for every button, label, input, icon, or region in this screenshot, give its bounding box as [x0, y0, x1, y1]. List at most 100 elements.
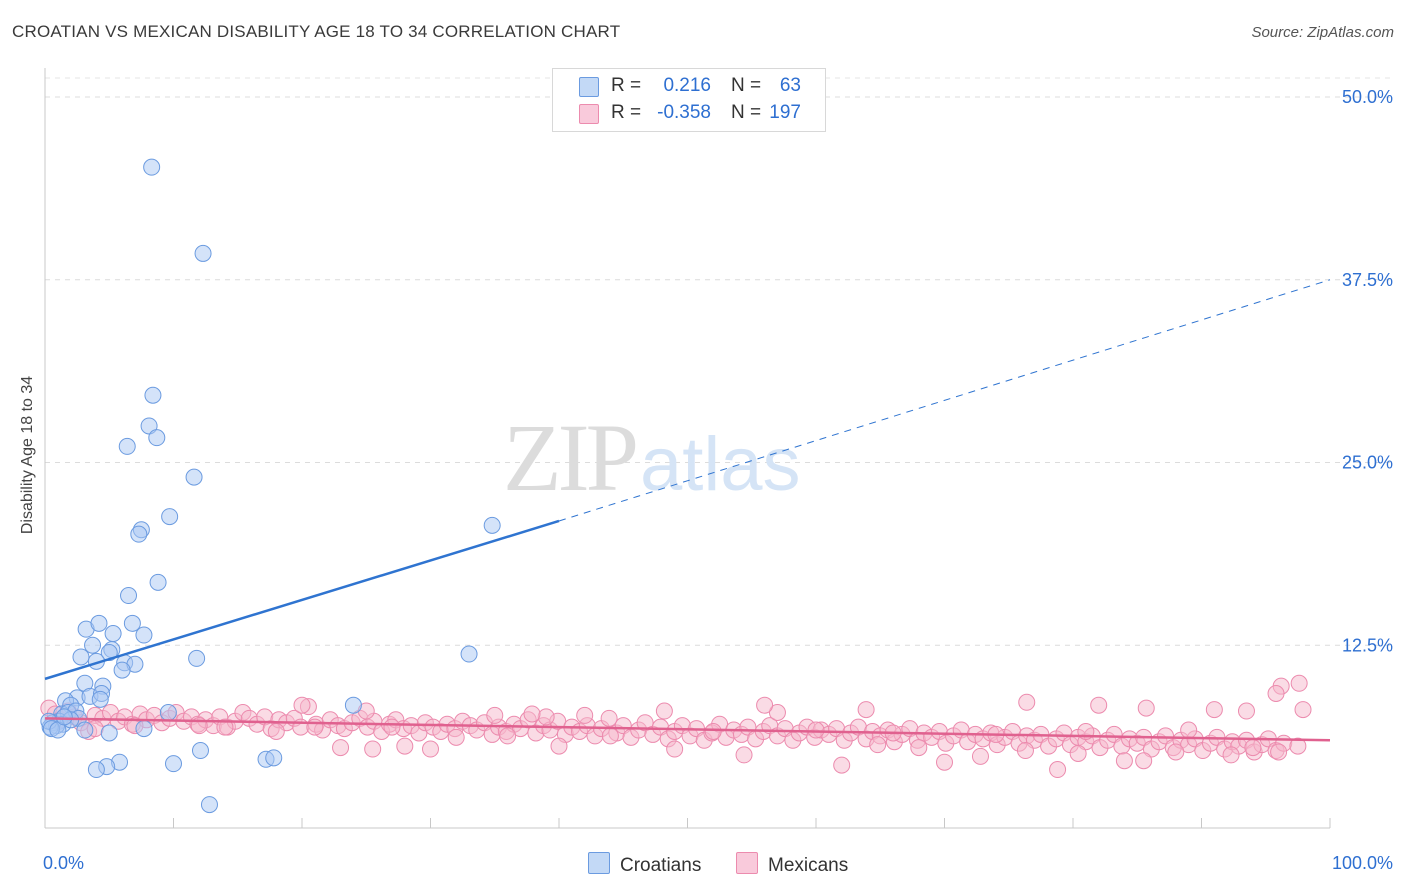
croatians-trend-extension: [558, 279, 1331, 522]
croatians-point: [148, 429, 166, 447]
croatians-point: [100, 724, 118, 742]
legend-label-mexicans: Mexicans: [768, 855, 849, 876]
croatians-point: [483, 516, 501, 534]
mexicans-point: [1069, 744, 1087, 762]
mexicans-point: [833, 756, 851, 774]
croatians-point: [113, 661, 131, 679]
mexicans-point: [600, 709, 618, 727]
stats-row-croatians: R = 0.216 N = 63: [553, 73, 825, 99]
croatians-point: [76, 721, 94, 739]
mexicans-point: [704, 723, 722, 741]
x-tick-label: 0.0%: [43, 853, 84, 873]
croatians-point: [72, 648, 90, 666]
y-tick-label: 12.5%: [1342, 635, 1393, 655]
legend-swatch-mexicans: [736, 852, 758, 874]
mexicans-point: [216, 718, 234, 736]
n-value: 197: [769, 102, 801, 123]
croatians-point: [120, 587, 138, 605]
croatians-points: [40, 158, 501, 814]
x-tick-label: 100.0%: [1332, 853, 1393, 873]
mexicans-point: [1018, 693, 1036, 711]
croatians-point: [200, 796, 218, 814]
croatians-point: [265, 749, 283, 767]
legend-croatians[interactable]: Croatians: [588, 852, 701, 877]
mexicans-point: [1090, 696, 1108, 714]
croatians-point: [344, 696, 362, 714]
mexicans-point: [383, 718, 401, 736]
croatians-point: [123, 614, 141, 632]
mexicans-point: [537, 708, 555, 726]
croatians-point: [87, 761, 105, 779]
mexicans-point: [1222, 746, 1240, 764]
mexicans-point: [550, 737, 568, 755]
tick-labels: 12.5% 25.0% 37.5% 50.0% 0.0% 100.0%: [43, 87, 1393, 873]
croatians-point: [144, 386, 162, 404]
mexicans-point: [576, 706, 594, 724]
mexicans-point: [1157, 727, 1175, 745]
mexicans-point: [1294, 701, 1312, 719]
r-label: R =: [611, 75, 642, 96]
mexicans-point: [447, 728, 465, 746]
mexicans-point: [306, 718, 324, 736]
croatians-point: [165, 755, 182, 773]
y-tick-label: 37.5%: [1342, 270, 1393, 290]
mexicans-point: [936, 753, 953, 771]
mexicans-point: [756, 696, 774, 714]
croatians-point: [90, 614, 108, 632]
mexicans-point: [1115, 752, 1133, 770]
stats-row-mexicans: R = -0.358 N = 197: [553, 100, 825, 126]
mexicans-point: [499, 727, 517, 745]
croatians-point: [185, 468, 203, 486]
source-label: Source: ZipAtlas.com: [1251, 24, 1394, 41]
mexicans-point: [768, 704, 786, 722]
n-label: N =: [731, 102, 762, 123]
mexicans-point: [396, 737, 414, 755]
stats-box: R = 0.216 N = 63 R = -0.358 N = 197: [552, 68, 826, 132]
mexicans-point: [1267, 684, 1285, 702]
mexicans-point: [1237, 702, 1255, 720]
mexicans-points: [40, 674, 1312, 779]
croatians-point: [84, 636, 102, 654]
mexicans-point: [1135, 752, 1153, 770]
croatians-point: [143, 158, 161, 176]
r-label: R =: [611, 102, 642, 123]
y-tick-label: 25.0%: [1342, 453, 1393, 473]
mexicans-point: [364, 740, 382, 758]
grid-lines: [45, 77, 1392, 646]
mexicans-point: [293, 696, 311, 714]
croatians-point: [91, 690, 109, 708]
mexicans-point: [614, 717, 632, 735]
mexicans-point: [1167, 743, 1185, 761]
mexicans-point: [1105, 725, 1123, 743]
mexicans-point: [807, 721, 825, 739]
mexicans-point: [1016, 742, 1034, 760]
mexicans-point: [1180, 721, 1198, 739]
chart-title: CROATIAN VS MEXICAN DISABILITY AGE 18 TO…: [12, 22, 621, 41]
legend-mexicans[interactable]: Mexicans: [736, 852, 848, 877]
mexicans-point: [1244, 739, 1262, 757]
mexicans-point: [601, 727, 619, 745]
watermark-zip: ZIP: [503, 404, 636, 511]
croatians-point: [104, 625, 122, 643]
croatians-point: [140, 417, 158, 435]
mexicans-point: [735, 746, 753, 764]
mexicans-point: [332, 739, 350, 757]
mexicans-point: [857, 701, 875, 719]
mexicans-point: [666, 740, 684, 758]
croatians-point: [161, 508, 179, 526]
r-value: -0.358: [657, 102, 711, 123]
croatians-point: [135, 626, 153, 644]
mexicans-point: [910, 739, 928, 757]
watermark-atlas: atlas: [640, 422, 801, 507]
mexicans-point: [1289, 737, 1307, 755]
croatians-point: [460, 645, 478, 663]
mexicans-point: [267, 723, 285, 741]
mexicans-point: [422, 740, 439, 758]
mexicans-point: [1049, 761, 1067, 779]
croatians-point: [55, 708, 73, 726]
mexicans-point: [636, 714, 654, 732]
trend-lines: [44, 279, 1331, 742]
croatians-point: [135, 720, 153, 738]
legend-label-croatians: Croatians: [620, 855, 702, 876]
mexicans-point: [971, 747, 989, 765]
